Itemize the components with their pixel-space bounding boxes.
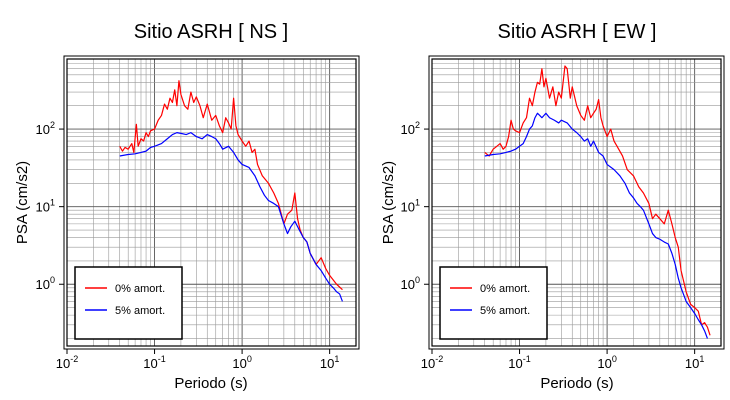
y-tick-exp: 2 xyxy=(415,120,420,130)
x-tick-label: 10-1 xyxy=(143,354,165,371)
legend-box xyxy=(74,266,183,340)
chart-title: Sitio ASRH [ EW ] xyxy=(498,21,657,43)
series-line-damped xyxy=(119,132,344,302)
y-tick-exp: 1 xyxy=(415,198,420,208)
x-tick-base: 10 xyxy=(232,356,246,371)
series-line-damped xyxy=(484,112,709,339)
y-tick-label: 102 xyxy=(401,120,420,137)
x-tick-base: 10 xyxy=(685,356,699,371)
y-tick-label: 101 xyxy=(401,198,420,215)
x-tick-base: 10 xyxy=(56,356,70,371)
y-tick-exp: 0 xyxy=(415,275,420,285)
x-axis-label: Periodo (s) xyxy=(174,375,247,392)
x-tick-base: 10 xyxy=(320,356,334,371)
legend: 0% amort. 5% amort. xyxy=(74,266,183,340)
series-line-undamped xyxy=(484,65,711,336)
y-tick-base: 10 xyxy=(401,200,415,215)
x-tick-base: 10 xyxy=(143,356,157,371)
y-tick-label: 102 xyxy=(36,120,55,137)
y-tick-exp: 2 xyxy=(50,120,55,130)
x-tick-label: 100 xyxy=(597,354,616,371)
y-tick-base: 10 xyxy=(36,200,50,215)
plot-frame-outer xyxy=(428,55,725,350)
y-tick-label: 100 xyxy=(401,275,420,292)
x-tick-exp: -1 xyxy=(523,354,531,364)
y-axis-label: PSA (cm/s2) xyxy=(14,161,31,244)
legend: 0% amort. 5% amort. xyxy=(439,266,548,340)
y-tick-base: 10 xyxy=(36,277,50,292)
x-tick-label: 100 xyxy=(232,354,251,371)
series-line-undamped xyxy=(119,80,343,291)
x-tick-base: 10 xyxy=(508,356,522,371)
grid xyxy=(431,58,722,346)
x-tick-exp: -2 xyxy=(70,354,78,364)
legend-entry: 5% amort. xyxy=(115,305,165,317)
plot-frame-outer xyxy=(63,55,360,350)
legend-entry: 0% amort. xyxy=(115,283,165,295)
grid xyxy=(66,58,357,346)
y-tick-exp: 1 xyxy=(50,198,55,208)
y-axis-label: PSA (cm/s2) xyxy=(380,161,397,244)
y-tick-base: 10 xyxy=(36,122,50,137)
x-tick-exp: 1 xyxy=(334,354,339,364)
x-tick-label: 101 xyxy=(685,354,704,371)
x-tick-label: 10-2 xyxy=(56,354,78,371)
x-tick-exp: 1 xyxy=(699,354,704,364)
x-tick-label: 10-2 xyxy=(421,354,443,371)
y-tick-base: 10 xyxy=(401,277,415,292)
x-tick-exp: 0 xyxy=(247,354,252,364)
x-tick-exp: -2 xyxy=(435,354,443,364)
x-tick-label: 10-1 xyxy=(508,354,530,371)
chart-title: Sitio ASRH [ NS ] xyxy=(134,21,289,43)
x-tick-base: 10 xyxy=(421,356,435,371)
y-tick-exp: 0 xyxy=(50,275,55,285)
legend-entry: 0% amort. xyxy=(480,283,530,295)
y-tick-label: 101 xyxy=(36,198,55,215)
y-tick-base: 10 xyxy=(401,122,415,137)
x-tick-exp: -1 xyxy=(158,354,166,364)
x-tick-exp: 0 xyxy=(612,354,617,364)
legend-entry: 5% amort. xyxy=(480,305,530,317)
x-tick-base: 10 xyxy=(597,356,611,371)
x-axis-label: Periodo (s) xyxy=(540,375,613,392)
x-tick-label: 101 xyxy=(320,354,339,371)
plot-frame xyxy=(66,58,357,347)
legend-box xyxy=(439,266,548,340)
y-tick-label: 100 xyxy=(36,275,55,292)
plot-frame xyxy=(431,58,722,347)
